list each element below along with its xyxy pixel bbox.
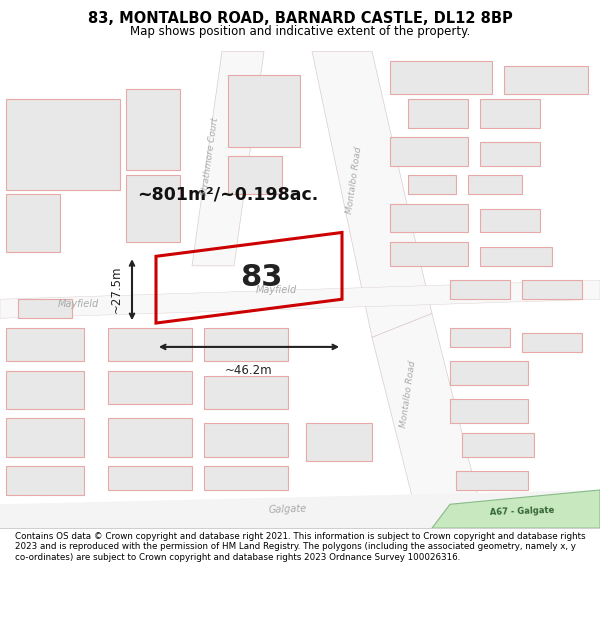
Polygon shape <box>6 466 84 495</box>
Polygon shape <box>0 280 600 318</box>
Text: ~46.2m: ~46.2m <box>225 364 273 377</box>
Text: Mayfield: Mayfield <box>58 299 98 309</box>
Polygon shape <box>108 371 192 404</box>
Text: ~27.5m: ~27.5m <box>110 266 123 314</box>
Polygon shape <box>312 51 432 338</box>
Polygon shape <box>450 328 510 347</box>
Polygon shape <box>306 423 372 461</box>
Polygon shape <box>6 99 120 189</box>
Text: A67 - Galgate: A67 - Galgate <box>490 506 554 517</box>
Polygon shape <box>6 328 84 361</box>
Text: 83: 83 <box>240 263 282 292</box>
Polygon shape <box>480 142 540 166</box>
Text: Contains OS data © Crown copyright and database right 2021. This information is : Contains OS data © Crown copyright and d… <box>15 532 586 562</box>
Polygon shape <box>390 242 468 266</box>
Polygon shape <box>522 332 582 352</box>
Text: Strathmore Court: Strathmore Court <box>200 116 220 196</box>
Polygon shape <box>480 247 552 266</box>
Polygon shape <box>522 280 582 299</box>
Polygon shape <box>18 299 72 318</box>
Text: 83, MONTALBO ROAD, BARNARD CASTLE, DL12 8BP: 83, MONTALBO ROAD, BARNARD CASTLE, DL12 … <box>88 11 512 26</box>
Polygon shape <box>6 371 84 409</box>
Polygon shape <box>108 466 192 490</box>
Polygon shape <box>126 175 180 242</box>
Polygon shape <box>504 66 588 94</box>
Polygon shape <box>228 156 282 194</box>
Text: Map shows position and indicative extent of the property.: Map shows position and indicative extent… <box>130 25 470 38</box>
Polygon shape <box>204 376 288 409</box>
Polygon shape <box>450 280 510 299</box>
Polygon shape <box>372 314 480 528</box>
Polygon shape <box>462 432 534 457</box>
Polygon shape <box>456 471 528 490</box>
Polygon shape <box>204 466 288 490</box>
Polygon shape <box>108 328 192 361</box>
Text: Montalbo Road: Montalbo Road <box>345 146 363 214</box>
Polygon shape <box>390 61 492 94</box>
Polygon shape <box>228 75 300 147</box>
Polygon shape <box>390 137 468 166</box>
Polygon shape <box>6 194 60 251</box>
Polygon shape <box>204 423 288 457</box>
Text: ~801m²/~0.198ac.: ~801m²/~0.198ac. <box>137 185 319 203</box>
Polygon shape <box>126 89 180 171</box>
Polygon shape <box>480 99 540 127</box>
Text: Galgate: Galgate <box>269 503 307 515</box>
Polygon shape <box>450 399 528 423</box>
Polygon shape <box>192 51 264 266</box>
Polygon shape <box>204 328 288 361</box>
Polygon shape <box>390 204 468 232</box>
Polygon shape <box>6 419 84 457</box>
Text: Montalbo Road: Montalbo Road <box>399 361 417 429</box>
Polygon shape <box>108 419 192 457</box>
Polygon shape <box>432 490 600 528</box>
Polygon shape <box>480 209 540 232</box>
Polygon shape <box>408 99 468 127</box>
Polygon shape <box>408 175 456 194</box>
Polygon shape <box>468 175 522 194</box>
Text: Mayfield: Mayfield <box>256 285 296 294</box>
Polygon shape <box>450 361 528 385</box>
Polygon shape <box>0 490 600 528</box>
